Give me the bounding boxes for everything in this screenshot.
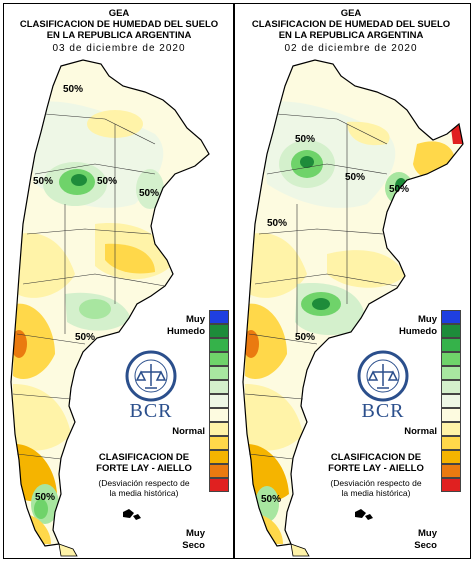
legend-top-label: Muy bbox=[418, 314, 437, 325]
legend-swatch bbox=[441, 436, 461, 450]
contour-label: 50% bbox=[75, 332, 96, 343]
legend-bottom-label-2: Seco bbox=[182, 540, 205, 551]
classification-title: CLASIFICACION DE FORTE LAY - AIELLO bbox=[96, 452, 192, 474]
legend-top-label: Muy bbox=[186, 314, 205, 325]
legend-swatch bbox=[441, 422, 461, 436]
legend-swatch bbox=[441, 352, 461, 366]
legend-swatch bbox=[441, 450, 461, 464]
map-title-line1: CLASIFICACION DE HUMEDAD DEL SUELO bbox=[19, 19, 219, 30]
bcr-seal-icon bbox=[125, 350, 177, 402]
legend-swatch bbox=[209, 380, 229, 394]
classification-title: CLASIFICACION DE FORTE LAY - AIELLO bbox=[328, 452, 424, 474]
classification-note: (Desviación respecto de la media históri… bbox=[98, 478, 190, 498]
legend-top-label-2: Humedo bbox=[399, 326, 437, 337]
legend-bottom-label: Muy bbox=[418, 528, 437, 539]
legend-swatch bbox=[209, 366, 229, 380]
contour-label: 50% bbox=[389, 184, 410, 195]
contour-label: 50% bbox=[261, 494, 282, 505]
contour-label: 50% bbox=[63, 84, 84, 95]
legend-swatch bbox=[209, 478, 229, 492]
bcr-seal-icon bbox=[357, 350, 409, 402]
legend-swatch bbox=[209, 352, 229, 366]
contour-label: 50% bbox=[139, 188, 160, 199]
contour-label: 50% bbox=[33, 176, 54, 187]
panel-divider bbox=[233, 3, 235, 559]
legend-swatch bbox=[209, 338, 229, 352]
legend-swatch bbox=[209, 310, 229, 324]
org-label: GEA bbox=[340, 8, 362, 19]
contour-label: 50% bbox=[97, 176, 118, 187]
map-title-line2: EN LA REPUBLICA ARGENTINA bbox=[46, 30, 192, 41]
legend-swatch bbox=[209, 408, 229, 422]
map-panel-left: GEA CLASIFICACION DE HUMEDAD DEL SUELO E… bbox=[5, 4, 233, 558]
classification-note: (Desviación respecto de la media históri… bbox=[330, 478, 422, 498]
legend-swatch bbox=[209, 324, 229, 338]
soil-moisture-map bbox=[10, 59, 210, 557]
map-title-line1: CLASIFICACION DE HUMEDAD DEL SUELO bbox=[251, 19, 451, 30]
map-title-line2: EN LA REPUBLICA ARGENTINA bbox=[278, 30, 424, 41]
legend-bottom-label: Muy bbox=[186, 528, 205, 539]
legend-mid-label: Normal bbox=[172, 426, 205, 437]
legend-swatch bbox=[441, 310, 461, 324]
contour-label: 50% bbox=[345, 172, 366, 183]
contour-label: 50% bbox=[295, 332, 316, 343]
contour-label: 50% bbox=[295, 134, 316, 145]
legend-swatch bbox=[441, 408, 461, 422]
legend-swatch bbox=[441, 394, 461, 408]
map-panel-right: GEA CLASIFICACION DE HUMEDAD DEL SUELO E… bbox=[237, 4, 465, 558]
legend-swatch bbox=[209, 464, 229, 478]
legend-swatch bbox=[441, 380, 461, 394]
legend-bottom-label-2: Seco bbox=[414, 540, 437, 551]
legend-swatch bbox=[441, 478, 461, 492]
contour-label: 50% bbox=[35, 492, 56, 503]
legend-swatch bbox=[209, 436, 229, 450]
legend-swatch bbox=[209, 422, 229, 436]
legend-swatch bbox=[441, 338, 461, 352]
bcr-logo: BCR bbox=[129, 400, 173, 422]
bcr-logo: BCR bbox=[361, 400, 405, 422]
legend-swatch bbox=[441, 366, 461, 380]
map-date: 02 de diciembre de 2020 bbox=[284, 43, 418, 54]
legend-mid-label: Normal bbox=[404, 426, 437, 437]
legend-top-label-2: Humedo bbox=[167, 326, 205, 337]
legend-swatch bbox=[209, 394, 229, 408]
legend-swatch bbox=[441, 324, 461, 338]
legend-color-scale bbox=[209, 310, 229, 492]
org-label: GEA bbox=[108, 8, 130, 19]
contour-label: 50% bbox=[267, 218, 288, 229]
soil-moisture-map bbox=[242, 59, 464, 557]
legend-swatch bbox=[209, 450, 229, 464]
legend-swatch bbox=[441, 464, 461, 478]
legend-color-scale bbox=[441, 310, 461, 492]
map-date: 03 de diciembre de 2020 bbox=[52, 43, 186, 54]
